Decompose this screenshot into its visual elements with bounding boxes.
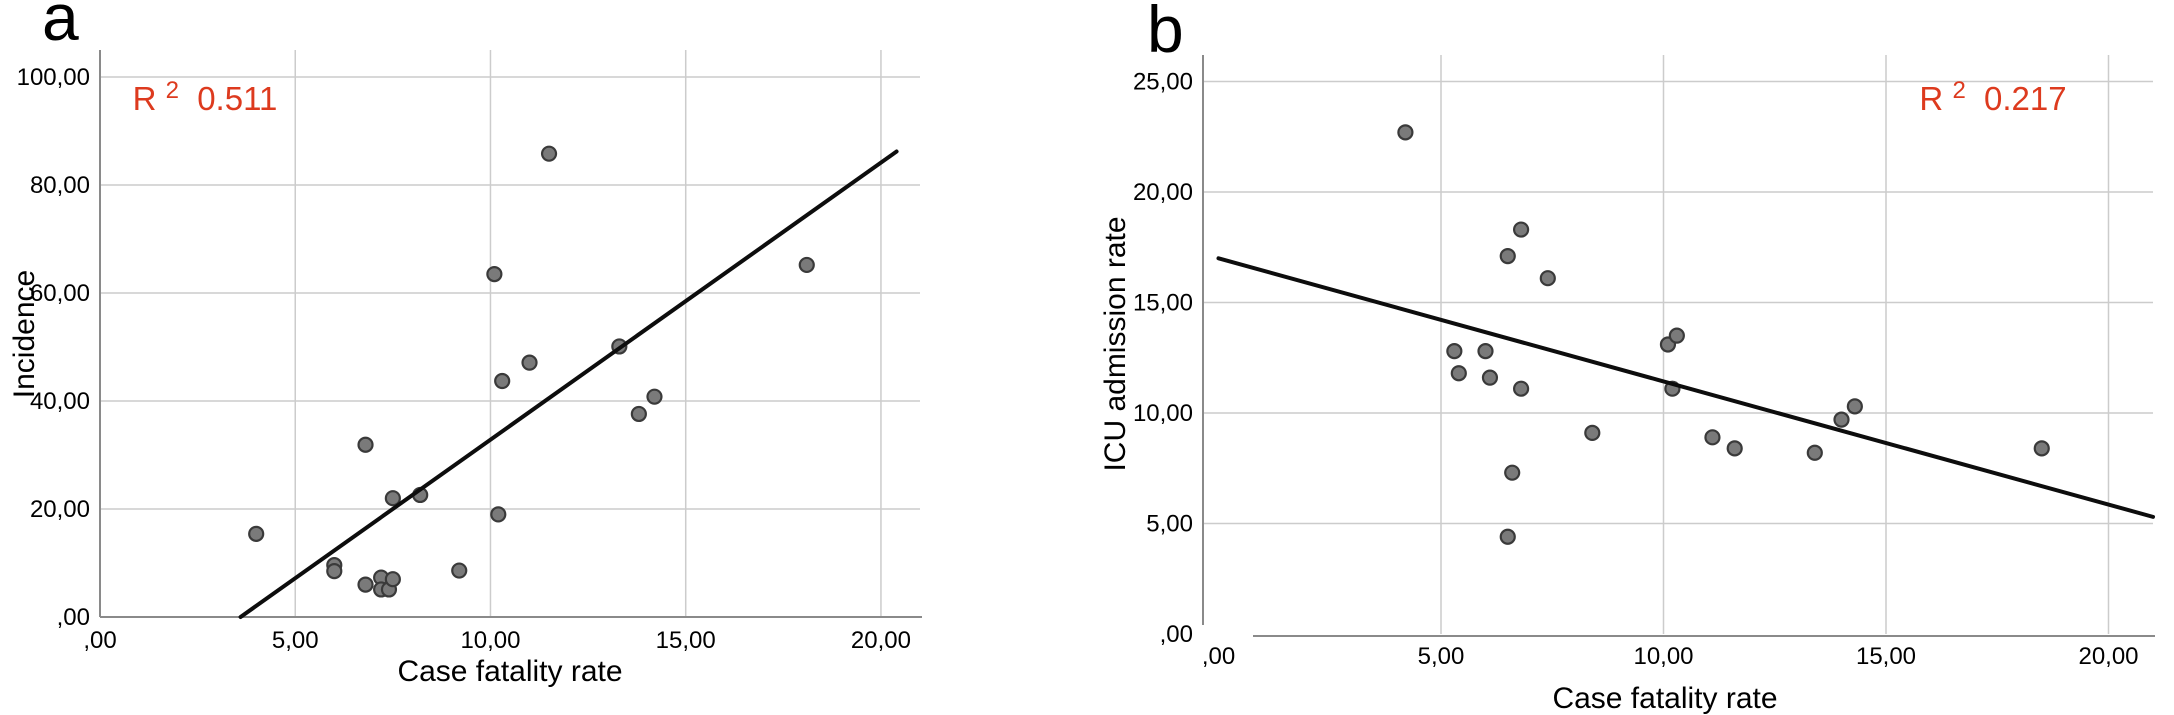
y-tick-label: 40,00 (30, 388, 90, 415)
x-tick-label: 15,00 (656, 627, 716, 654)
x-tick-labels: ,00 5,00 10,00 15,00 20,00 (83, 627, 911, 654)
regression-line (1216, 256, 2155, 519)
panel-a-chart: ,00 20,00 40,00 60,00 80,00 100,00 ,00 5,00 10,… (8, 0, 922, 688)
scatter-point (1513, 380, 1530, 397)
scatter-point (490, 506, 507, 523)
scatter-point (494, 372, 511, 390)
scatter-point (521, 354, 538, 371)
gridlines (100, 50, 920, 617)
regression-line-group (1216, 256, 2155, 519)
scatter-point (1446, 343, 1463, 360)
scatter-point (630, 405, 647, 423)
y-tick-label: 5,00 (1146, 511, 1193, 538)
r-squared-annotation-a: R 2 0.511 (133, 68, 278, 117)
r2-value: 0.217 (1984, 80, 2067, 117)
y-tick-label: 20,00 (30, 496, 90, 523)
panel-letter-a: a (42, 0, 79, 54)
r2-superscript: 2 (1952, 77, 1965, 104)
scatter-point (646, 388, 663, 405)
y-axis-title-b: ICU admission rate (1099, 216, 1132, 471)
y-tick-labels: ,00 5,00 10,00 15,00 20,00 25,00 (1133, 69, 1193, 648)
y-tick-label: ,00 (57, 604, 90, 631)
x-axis-title-a: Case fatality rate (397, 655, 622, 688)
scatter-point (798, 256, 815, 274)
scatter-point (451, 562, 468, 579)
y-tick-label: 15,00 (1133, 290, 1193, 317)
scatter-point (1726, 440, 1743, 457)
r-squared-annotation-b: R 2 0.217 (1919, 68, 2066, 117)
x-tick-label: 10,00 (460, 627, 520, 654)
scatter-point (1450, 365, 1467, 382)
scatter-points (248, 145, 815, 598)
scatter-point (486, 266, 503, 283)
scatter-point (384, 571, 401, 588)
r2-base: R (1919, 80, 1943, 117)
panel-b-chart: ,00 5,00 10,00 15,00 20,00 25,00 ,00 5,00 10,00… (1099, 0, 2155, 715)
y-tick-labels: ,00 20,00 40,00 60,00 80,00 100,00 (17, 64, 90, 631)
axes (1202, 55, 2155, 637)
scatter-point (2033, 440, 2050, 457)
scatter-point (357, 436, 374, 453)
scatter-point (1513, 221, 1530, 238)
r2-value: 0.511 (197, 80, 277, 117)
y-tick-label: 100,00 (17, 64, 90, 91)
scatter-point (326, 562, 343, 580)
x-tick-label: 5,00 (1418, 643, 1465, 670)
x-tick-label: 5,00 (272, 627, 319, 654)
regression-line (238, 149, 899, 619)
x-tick-label: 20,00 (2078, 643, 2138, 670)
scatter-point (248, 525, 265, 542)
y-tick-label: 25,00 (1133, 69, 1193, 96)
x-tick-label: ,00 (1202, 643, 1235, 670)
y-tick-label: ,00 (1160, 621, 1193, 648)
scatter-point (1833, 411, 1850, 428)
scatter-point (540, 145, 558, 162)
x-tick-label: 15,00 (1856, 643, 1916, 670)
x-tick-labels: ,00 5,00 10,00 15,00 20,00 (1202, 643, 2139, 670)
x-tick-label: ,00 (83, 627, 116, 654)
scatter-point (357, 576, 374, 593)
scatter-point (1668, 327, 1685, 344)
scatter-point (1846, 398, 1863, 415)
x-tick-label: 20,00 (851, 627, 911, 654)
y-tick-label: 10,00 (1133, 400, 1193, 427)
scatter-point (1504, 464, 1521, 481)
y-tick-label: 80,00 (30, 172, 90, 199)
axes (99, 50, 922, 618)
scatter-point (1481, 369, 1499, 386)
scatter-points (1397, 124, 2050, 545)
gridlines (1203, 55, 2153, 634)
y-tick-label: 20,00 (1133, 179, 1193, 206)
r2-superscript: 2 (166, 77, 179, 104)
y-axis-title-a: Incidence (8, 270, 41, 398)
r2-base: R (133, 80, 157, 117)
scatter-point (1539, 270, 1556, 287)
scatter-point (1397, 124, 1414, 141)
scatter-point (1499, 528, 1516, 545)
scatter-point (384, 490, 401, 507)
x-tick-label: 10,00 (1633, 643, 1693, 670)
scatter-point (1584, 424, 1601, 441)
x-axis-title-b: Case fatality rate (1552, 682, 1777, 715)
panel-letter-b: b (1147, 0, 1184, 66)
scatter-point (1704, 429, 1721, 446)
regression-line-group (238, 149, 899, 619)
scatter-point (1477, 343, 1494, 360)
y-tick-label: 60,00 (30, 280, 90, 307)
scatter-point (1806, 444, 1823, 461)
scatter-point (1499, 248, 1516, 265)
